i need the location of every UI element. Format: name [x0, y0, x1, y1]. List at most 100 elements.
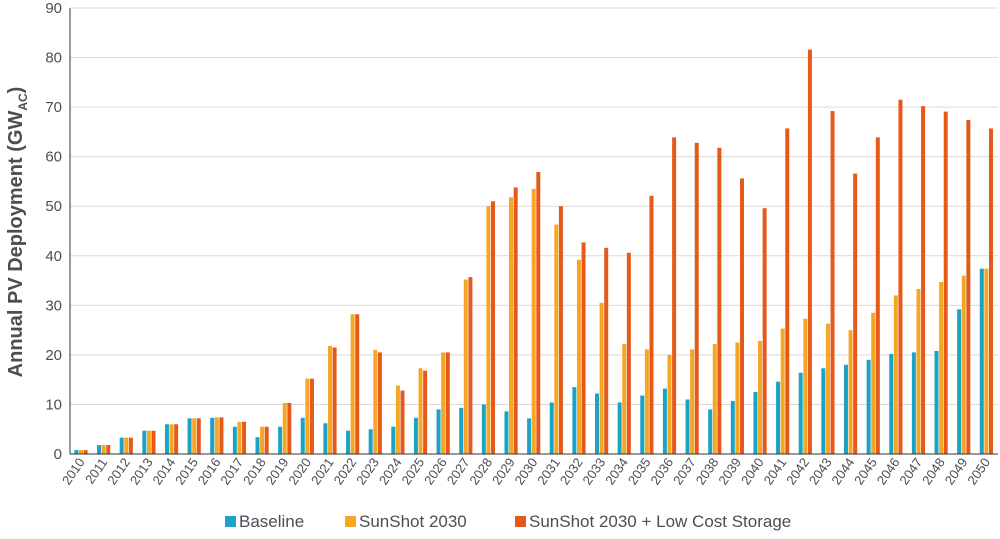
bar-sunshot-2030-2023	[373, 349, 378, 454]
bar-sunshot-2030-2044	[848, 330, 853, 454]
y-axis-label-close: )	[5, 87, 27, 94]
bar-baseline-2013	[142, 430, 147, 454]
bar-sunshot-2030-2041	[780, 328, 785, 454]
bar-sunshot-2030-low-cost-storage-2046	[898, 99, 903, 454]
bar-baseline-2049	[957, 309, 962, 454]
bar-baseline-2039	[730, 400, 735, 454]
bar-sunshot-2030-low-cost-storage-2043	[830, 111, 835, 454]
bar-sunshot-2030-2037	[690, 349, 695, 454]
bar-sunshot-2030-low-cost-storage-2045	[875, 137, 880, 454]
bar-sunshot-2030-2022	[350, 314, 355, 454]
bar-baseline-2023	[368, 429, 373, 454]
bar-baseline-2036	[662, 388, 667, 454]
x-tick-label: 2050	[964, 455, 993, 487]
x-tick-label: 2023	[353, 455, 382, 487]
bar-sunshot-2030-low-cost-storage-2031	[558, 206, 563, 454]
bar-sunshot-2030-2027	[463, 279, 468, 454]
bar-baseline-2035	[640, 395, 645, 454]
bars	[74, 49, 993, 455]
bar-baseline-2010	[74, 450, 79, 454]
x-tick-label: 2037	[670, 455, 699, 487]
x-tick-label: 2049	[942, 455, 971, 487]
bar-sunshot-2030-low-cost-storage-2030	[536, 172, 541, 455]
bar-baseline-2011	[97, 445, 102, 454]
y-tick-label: 0	[54, 446, 62, 463]
bar-sunshot-2030-2034	[622, 343, 627, 454]
bar-sunshot-2030-low-cost-storage-2028	[491, 201, 496, 454]
bar-baseline-2014	[164, 424, 169, 454]
bar-sunshot-2030-low-cost-storage-2022	[355, 314, 360, 454]
bar-sunshot-2030-2047	[916, 288, 921, 454]
x-tick-label: 2044	[828, 455, 857, 487]
bar-sunshot-2030-low-cost-storage-2042	[807, 49, 812, 454]
bar-baseline-2044	[843, 364, 848, 454]
bar-sunshot-2030-low-cost-storage-2037	[694, 142, 699, 454]
bar-baseline-2043	[821, 368, 826, 454]
bar-sunshot-2030-low-cost-storage-2029	[513, 187, 518, 454]
legend-label: SunShot 2030 + Low Cost Storage	[529, 512, 791, 531]
y-axis-label: Annual PV Deployment (GWAC)	[5, 87, 30, 378]
bar-sunshot-2030-2015	[192, 418, 197, 454]
bar-sunshot-2030-2036	[667, 354, 672, 454]
legend: Baseline SunShot 2030 SunShot 2030 + Low C…	[225, 512, 791, 531]
bar-sunshot-2030-low-cost-storage-2040	[762, 208, 767, 454]
x-tick-labels: 2010201120122013201420152016201720182019…	[59, 455, 993, 487]
bar-sunshot-2030-2048	[939, 282, 944, 454]
y-tick-label: 10	[45, 396, 62, 413]
bar-sunshot-2030-low-cost-storage-2033	[604, 247, 609, 454]
x-tick-label: 2011	[82, 455, 110, 487]
legend-label: Baseline	[239, 512, 304, 531]
legend-swatch	[225, 516, 236, 527]
x-tick-label: 2046	[874, 455, 903, 487]
bar-sunshot-2030-low-cost-storage-2049	[966, 119, 971, 455]
bar-sunshot-2030-2031	[554, 224, 559, 454]
legend-swatch	[515, 516, 526, 527]
bar-sunshot-2030-low-cost-storage-2035	[649, 195, 654, 454]
bar-sunshot-2030-low-cost-storage-2013	[151, 430, 156, 454]
bar-baseline-2028	[481, 404, 486, 454]
x-tick-label: 2042	[783, 455, 812, 487]
bar-sunshot-2030-2010	[79, 450, 84, 454]
bar-sunshot-2030-2013	[146, 430, 151, 454]
bar-baseline-2048	[934, 350, 939, 454]
bar-baseline-2027	[459, 407, 464, 454]
bar-baseline-2032	[572, 387, 577, 454]
bar-baseline-2025	[413, 417, 418, 454]
x-tick-label: 2028	[466, 455, 495, 487]
bar-sunshot-2030-2024	[395, 385, 400, 454]
x-tick-label: 2048	[919, 455, 948, 487]
x-tick-label: 2021	[308, 455, 337, 487]
y-tick-label: 90	[45, 0, 62, 17]
bar-sunshot-2030-2018	[260, 426, 265, 454]
x-tick-label: 2012	[104, 455, 133, 487]
y-tick-label: 50	[45, 198, 62, 215]
y-tick-label: 30	[45, 297, 62, 314]
x-tick-label: 2026	[421, 455, 450, 487]
bar-sunshot-2030-low-cost-storage-2017	[242, 421, 247, 454]
bar-sunshot-2030-2032	[576, 259, 581, 454]
x-tick-label: 2014	[149, 455, 178, 487]
x-tick-label: 2039	[715, 455, 744, 487]
x-tick-label: 2030	[512, 455, 541, 487]
bar-sunshot-2030-low-cost-storage-2015	[196, 418, 201, 454]
bar-sunshot-2030-2038	[712, 343, 717, 454]
axes	[69, 8, 998, 455]
bar-sunshot-2030-2026	[441, 352, 446, 454]
legend-swatch	[345, 516, 356, 527]
bar-sunshot-2030-2040	[758, 341, 763, 454]
x-tick-label: 2041	[761, 455, 790, 487]
bar-sunshot-2030-2016	[214, 417, 219, 454]
bar-baseline-2022	[346, 430, 351, 454]
bar-baseline-2034	[617, 402, 622, 454]
x-tick-label: 2035	[625, 455, 654, 487]
bar-sunshot-2030-2035	[644, 349, 649, 454]
x-tick-label: 2018	[240, 455, 269, 487]
y-tick-label: 60	[45, 149, 62, 166]
bar-sunshot-2030-2014	[169, 424, 174, 454]
bar-sunshot-2030-low-cost-storage-2021	[332, 347, 337, 454]
bar-sunshot-2030-low-cost-storage-2032	[581, 242, 586, 454]
bar-sunshot-2030-low-cost-storage-2036	[672, 137, 677, 454]
x-tick-label: 2038	[693, 455, 722, 487]
bar-baseline-2012	[119, 437, 124, 454]
x-tick-label: 2020	[285, 455, 314, 487]
